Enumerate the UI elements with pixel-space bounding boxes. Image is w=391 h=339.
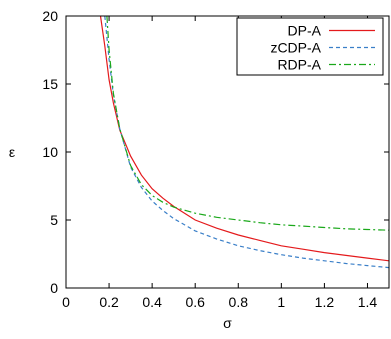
x-tick-label: 0.6 <box>185 294 205 310</box>
x-tick-label: 1 <box>277 294 285 310</box>
y-tick-label: 5 <box>50 212 58 228</box>
x-axis-label: σ <box>223 315 232 331</box>
x-tick-label: 0 <box>62 294 70 310</box>
y-tick-label: 0 <box>50 280 58 296</box>
legend-box <box>236 17 384 76</box>
y-axis-label: ε <box>9 144 15 160</box>
x-tick-label: 0.2 <box>99 294 119 310</box>
x-tick-label: 0.8 <box>229 294 249 310</box>
series-line-dp-a <box>99 16 389 262</box>
legend-label: DP-A <box>288 23 322 39</box>
x-tick-label: 1.2 <box>315 294 335 310</box>
series-line-rdp-a <box>106 16 389 231</box>
y-tick-label: 15 <box>42 76 58 92</box>
x-tick-label: 0.4 <box>142 294 162 310</box>
x-tick-label: 1.4 <box>358 294 378 310</box>
legend-label: zCDP-A <box>270 40 321 56</box>
series-line-zcdp-a <box>104 16 389 269</box>
legend-label: RDP-A <box>277 57 321 73</box>
y-tick-label: 20 <box>42 8 58 24</box>
y-tick-label: 10 <box>42 144 58 160</box>
